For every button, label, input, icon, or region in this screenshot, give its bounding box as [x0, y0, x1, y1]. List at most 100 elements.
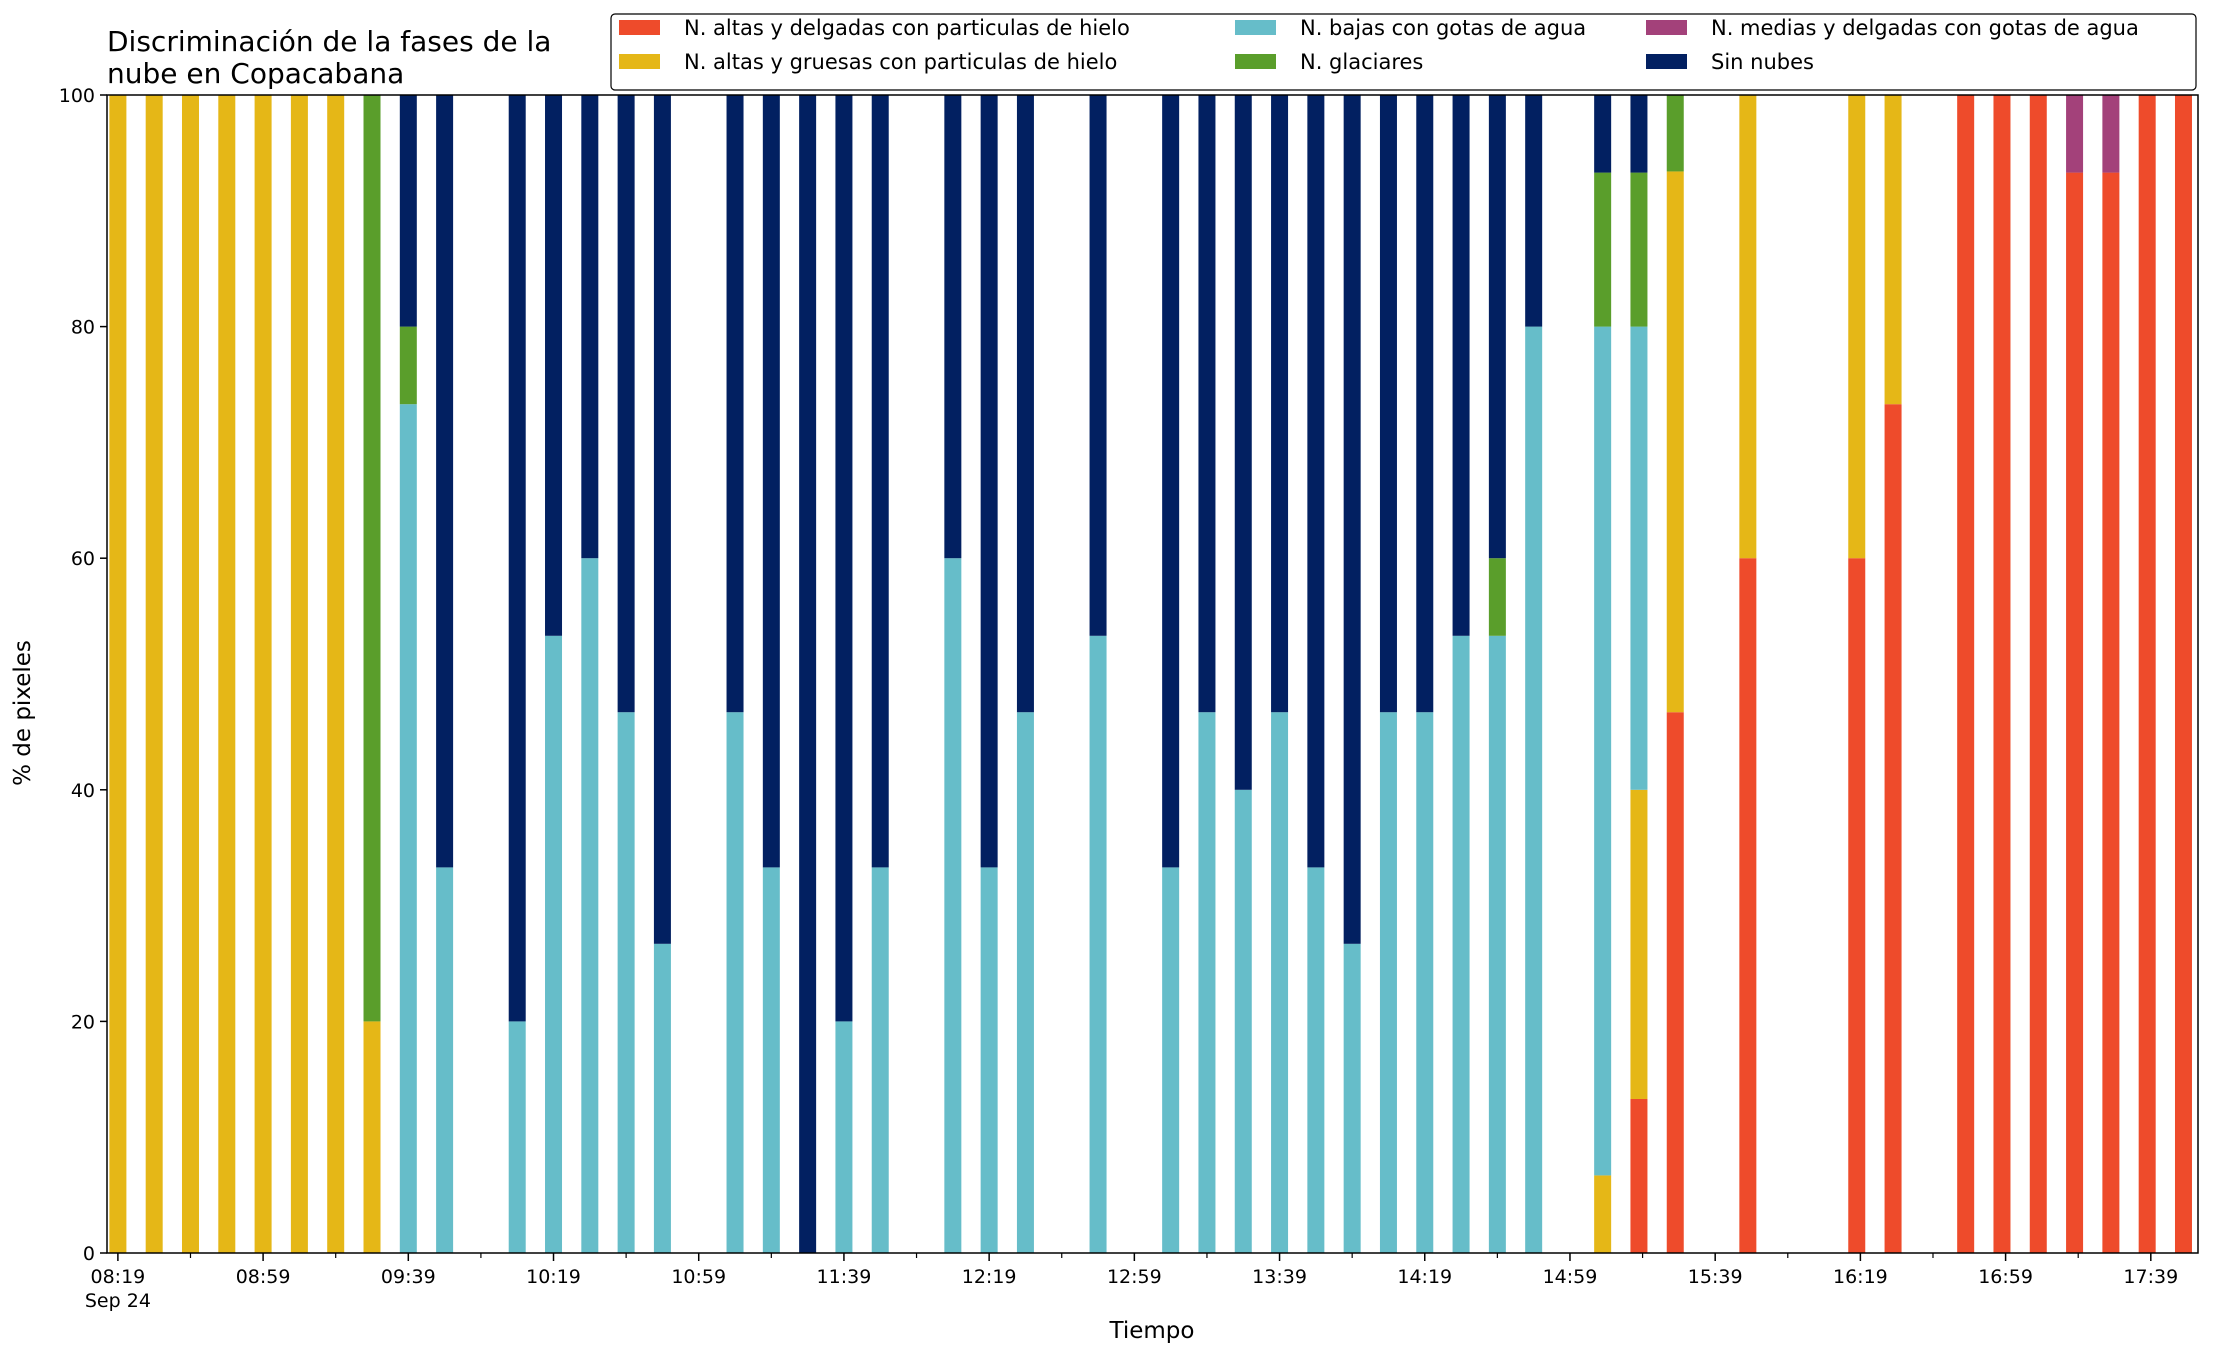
- bar-stack: [436, 95, 454, 1253]
- bar-segment: [1884, 95, 1902, 405]
- y-axis-label: % de pixeles: [10, 640, 36, 786]
- bar-stack: [762, 95, 780, 1253]
- legend-label: N. altas y delgadas con particulas de hi…: [684, 16, 1130, 40]
- bar-segment: [1594, 172, 1612, 327]
- bar-segment: [1452, 95, 1470, 636]
- bar-segment: [145, 95, 163, 1253]
- bar-segment: [436, 95, 454, 868]
- bar-segment: [1162, 95, 1180, 868]
- x-tick-label: 09:39: [381, 1266, 436, 1288]
- bar-segment: [1307, 95, 1325, 868]
- y-tick-label: 60: [71, 548, 95, 570]
- bar-stack: [1666, 95, 1684, 1253]
- bar-segment: [1525, 95, 1543, 327]
- bar-stack: [653, 95, 671, 1253]
- legend-item: N. altas y gruesas con particulas de hie…: [619, 50, 1117, 74]
- bar-stack: [2102, 95, 2120, 1254]
- bar-segment: [1379, 712, 1397, 1253]
- x-tick-label: 17:39: [2123, 1266, 2178, 1288]
- bar-segment: [1016, 95, 1034, 713]
- bar-segment: [2102, 172, 2120, 1254]
- x-tick-label: 14:59: [1543, 1266, 1598, 1288]
- bar-segment: [1884, 404, 1902, 1253]
- bar-stack: [399, 95, 417, 1253]
- bar-segment: [1089, 635, 1107, 1253]
- bar-segment: [1594, 326, 1612, 1176]
- bar-segment: [1198, 712, 1216, 1253]
- bar-stack: [1488, 95, 1506, 1253]
- bar-segment: [944, 95, 962, 559]
- bar-stack: [1848, 95, 1866, 1253]
- legend-label: N. bajas con gotas de agua: [1300, 16, 1586, 40]
- bar-stack: [2066, 95, 2084, 1254]
- bar-segment: [399, 95, 417, 327]
- bar-segment: [762, 867, 780, 1253]
- bar-segment: [363, 95, 381, 1022]
- bar-stack: [1271, 95, 1289, 1253]
- legend-item: N. bajas con gotas de agua: [1235, 16, 1586, 40]
- bar-segment: [1594, 1175, 1612, 1253]
- bar-segment: [1234, 95, 1252, 790]
- bar-segment: [1488, 558, 1506, 636]
- y-tick-label: 80: [71, 317, 95, 339]
- bar-stack: [218, 95, 236, 1253]
- bar-stack: [2029, 95, 2047, 1253]
- bar-segment: [1488, 95, 1506, 559]
- bar-stack: [799, 95, 817, 1253]
- bar-stack: [835, 95, 853, 1253]
- y-tick-label: 100: [59, 85, 95, 107]
- legend-swatch: [1646, 54, 1687, 69]
- bar-segment: [1416, 95, 1434, 713]
- x-tick-sublabel: Sep 24: [85, 1290, 151, 1312]
- bar-segment: [1630, 789, 1648, 1099]
- bar-segment: [2029, 95, 2047, 1253]
- x-tick-label: 16:59: [1978, 1266, 2033, 1288]
- bar-segment: [1016, 712, 1034, 1253]
- bar-segment: [1452, 635, 1470, 1253]
- bar-segment: [581, 95, 599, 559]
- x-tick-label: 12:19: [962, 1266, 1017, 1288]
- bar-segment: [1162, 867, 1180, 1253]
- bar-segment: [1993, 95, 2011, 1253]
- x-tick-label: 08:59: [236, 1266, 291, 1288]
- bar-stack: [2174, 95, 2192, 1253]
- bar-stack: [290, 95, 308, 1253]
- bar-stack: [1884, 95, 1902, 1253]
- legend-item: Sin nubes: [1646, 50, 1814, 74]
- legend-swatch: [1235, 20, 1276, 35]
- bar-stack: [617, 95, 635, 1253]
- bar-segment: [1630, 95, 1648, 173]
- bar-segment: [436, 867, 454, 1253]
- x-axis-label: Tiempo: [1109, 1318, 1195, 1344]
- bar-segment: [1271, 712, 1289, 1253]
- bar-stack: [181, 95, 199, 1253]
- bar-segment: [1234, 789, 1252, 1253]
- bar-segment: [545, 635, 563, 1253]
- bar-segment: [799, 95, 817, 1253]
- x-tick-label: 13:39: [1252, 1266, 1307, 1288]
- bar-stack: [1343, 95, 1361, 1253]
- bar-stack: [871, 95, 889, 1253]
- bar-segment: [1848, 95, 1866, 559]
- bar-segment: [726, 712, 744, 1253]
- bar-segment: [1739, 558, 1757, 1253]
- bar-stack: [581, 95, 599, 1253]
- bar-stack: [508, 95, 526, 1253]
- bar-stack: [1739, 95, 1757, 1253]
- bar-stack: [1234, 95, 1252, 1253]
- bar-stack: [1307, 95, 1325, 1253]
- bar-stack: [944, 95, 962, 1253]
- legend-swatch: [619, 54, 660, 69]
- chart-title-line: Discriminación de la fases de la: [107, 25, 551, 58]
- legend-label: N. altas y gruesas con particulas de hie…: [684, 50, 1117, 74]
- bar-segment: [218, 95, 236, 1253]
- bar-stack: [1594, 95, 1612, 1253]
- bar-segment: [181, 95, 199, 1253]
- y-tick-label: 0: [83, 1243, 95, 1265]
- bar-segment: [980, 95, 998, 868]
- bar-segment: [1957, 95, 1975, 1253]
- bar-segment: [581, 558, 599, 1253]
- bar-stack: [109, 95, 127, 1253]
